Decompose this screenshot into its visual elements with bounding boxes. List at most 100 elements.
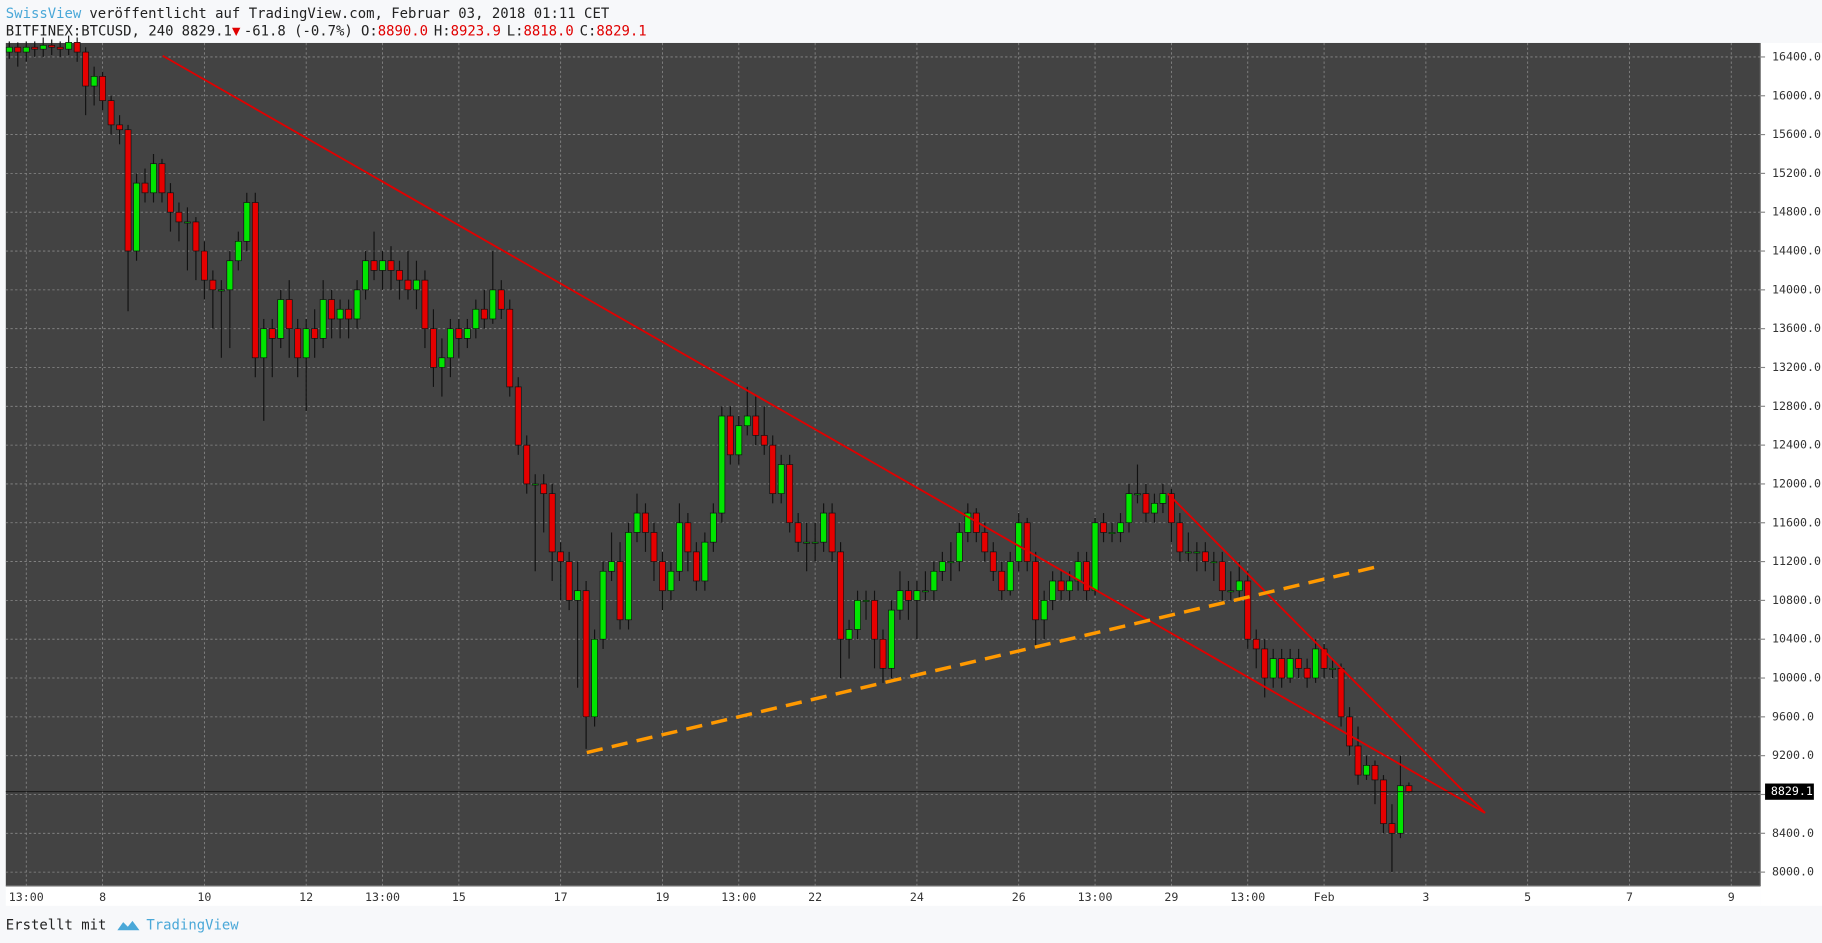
x-tick-label: 10 [197, 890, 211, 904]
candle-body [56, 46, 64, 50]
candle-body [888, 609, 895, 669]
x-tick-label: 22 [808, 890, 822, 904]
candle-body [387, 260, 395, 271]
candle-body [311, 328, 319, 339]
candle-body [820, 512, 827, 543]
candle-body [277, 299, 285, 339]
candle-body [989, 551, 997, 572]
candle-body [1083, 561, 1090, 592]
y-tick-label: 12000.0 [1772, 476, 1821, 490]
candle-body [523, 444, 531, 485]
y-tick-label: 13200.0 [1772, 360, 1821, 374]
candle-body [294, 328, 302, 359]
candle-body [1108, 532, 1116, 534]
legend-line: BITFINEX:BTCUSD, 240 8829.1▼ -61.8 (-0.7%)… [6, 23, 647, 39]
y-tick-label: 12800.0 [1772, 399, 1821, 413]
candle-body [489, 289, 497, 320]
y-tick-label: 10000.0 [1772, 671, 1821, 685]
x-tick-label: 17 [554, 890, 568, 904]
candle-body [362, 260, 369, 291]
candle-body [497, 289, 505, 310]
candle-body [404, 279, 412, 291]
candle-body [557, 551, 565, 562]
candle-body [1201, 551, 1209, 562]
candle-body [964, 512, 972, 533]
candle-body [430, 328, 437, 368]
trend-line [162, 54, 1486, 814]
candle-body [328, 299, 336, 320]
x-tick-label: 15 [452, 890, 466, 904]
candle-body [1184, 551, 1192, 554]
candle-body [1168, 493, 1175, 524]
candle-body [1371, 765, 1379, 781]
trend-line [586, 565, 1378, 755]
y-tick-label: 12400.0 [1772, 438, 1821, 452]
candle-body [1193, 551, 1201, 554]
candle-body [1295, 658, 1303, 669]
candle-body [786, 464, 794, 524]
candle-body [1346, 716, 1353, 747]
candle-body [1117, 522, 1124, 533]
published: veröffentlicht auf TradingView.com, Febr… [89, 6, 609, 22]
c-label: C: [580, 23, 597, 39]
overlay: 8000.08400.08800.09200.09600.010000.0104… [5, 49, 1821, 904]
x-tick-label: 5 [1524, 890, 1531, 904]
candle-body [1286, 658, 1294, 679]
candle-body [1329, 667, 1336, 670]
candle-body [565, 561, 573, 601]
x-tick-label: 13:00 [1230, 890, 1265, 904]
candle-body [854, 600, 861, 630]
brand[interactable]: TradingView [146, 918, 239, 934]
arrow: ▼ [232, 23, 241, 39]
y-tick-label: 8400.0 [1772, 826, 1814, 840]
candle-body [150, 163, 157, 194]
candle-body [574, 590, 581, 601]
candle-body [107, 100, 115, 126]
brand-logo [117, 920, 140, 931]
candle-body [582, 590, 590, 718]
high: 8923.9 [451, 23, 501, 39]
x-tick-label: 26 [1012, 890, 1026, 904]
candle-body [1380, 779, 1387, 824]
candle-body [760, 435, 768, 446]
candle-body [1312, 648, 1319, 679]
y-tick-label: 9600.0 [1772, 709, 1814, 723]
candle-body [599, 570, 607, 640]
candle-body [175, 211, 183, 223]
candle-body [879, 638, 887, 669]
candle-body [396, 270, 403, 281]
y-tick-label: 16400.0 [1772, 49, 1821, 63]
low: 8818.0 [524, 23, 574, 39]
candle-body [955, 532, 963, 562]
candle-body [251, 202, 259, 359]
candle-body [1151, 503, 1158, 514]
price-axis [1760, 42, 1822, 906]
drawings [162, 54, 1486, 814]
candle-body [124, 129, 132, 252]
candle-body [209, 279, 217, 291]
candle-body [845, 629, 853, 640]
candle-body [82, 51, 90, 87]
candle-body [1269, 658, 1277, 679]
candle-body [116, 124, 123, 131]
symbol: BITFINEX:BTCUSD, 240 [6, 23, 174, 39]
header-line: SwissView veröffentlicht auf TradingView.… [6, 6, 610, 22]
candle-body [413, 279, 420, 291]
candle-body [1337, 667, 1345, 718]
candle-body [514, 386, 522, 446]
l-label: L: [507, 23, 524, 39]
candle-body [1023, 522, 1031, 562]
candle-body [1303, 667, 1311, 679]
time-axis [5, 886, 1761, 906]
candle-body [709, 512, 717, 543]
candle-body [345, 308, 352, 320]
candle-body [447, 328, 454, 359]
candle-body [1235, 580, 1243, 592]
candle-body [1252, 638, 1260, 650]
open: 8890.0 [378, 23, 428, 39]
last-price-label: 8829.1 [1771, 784, 1813, 798]
candle-body [939, 561, 946, 572]
x-tick-label: 8 [99, 890, 106, 904]
candle-body [1159, 493, 1167, 504]
